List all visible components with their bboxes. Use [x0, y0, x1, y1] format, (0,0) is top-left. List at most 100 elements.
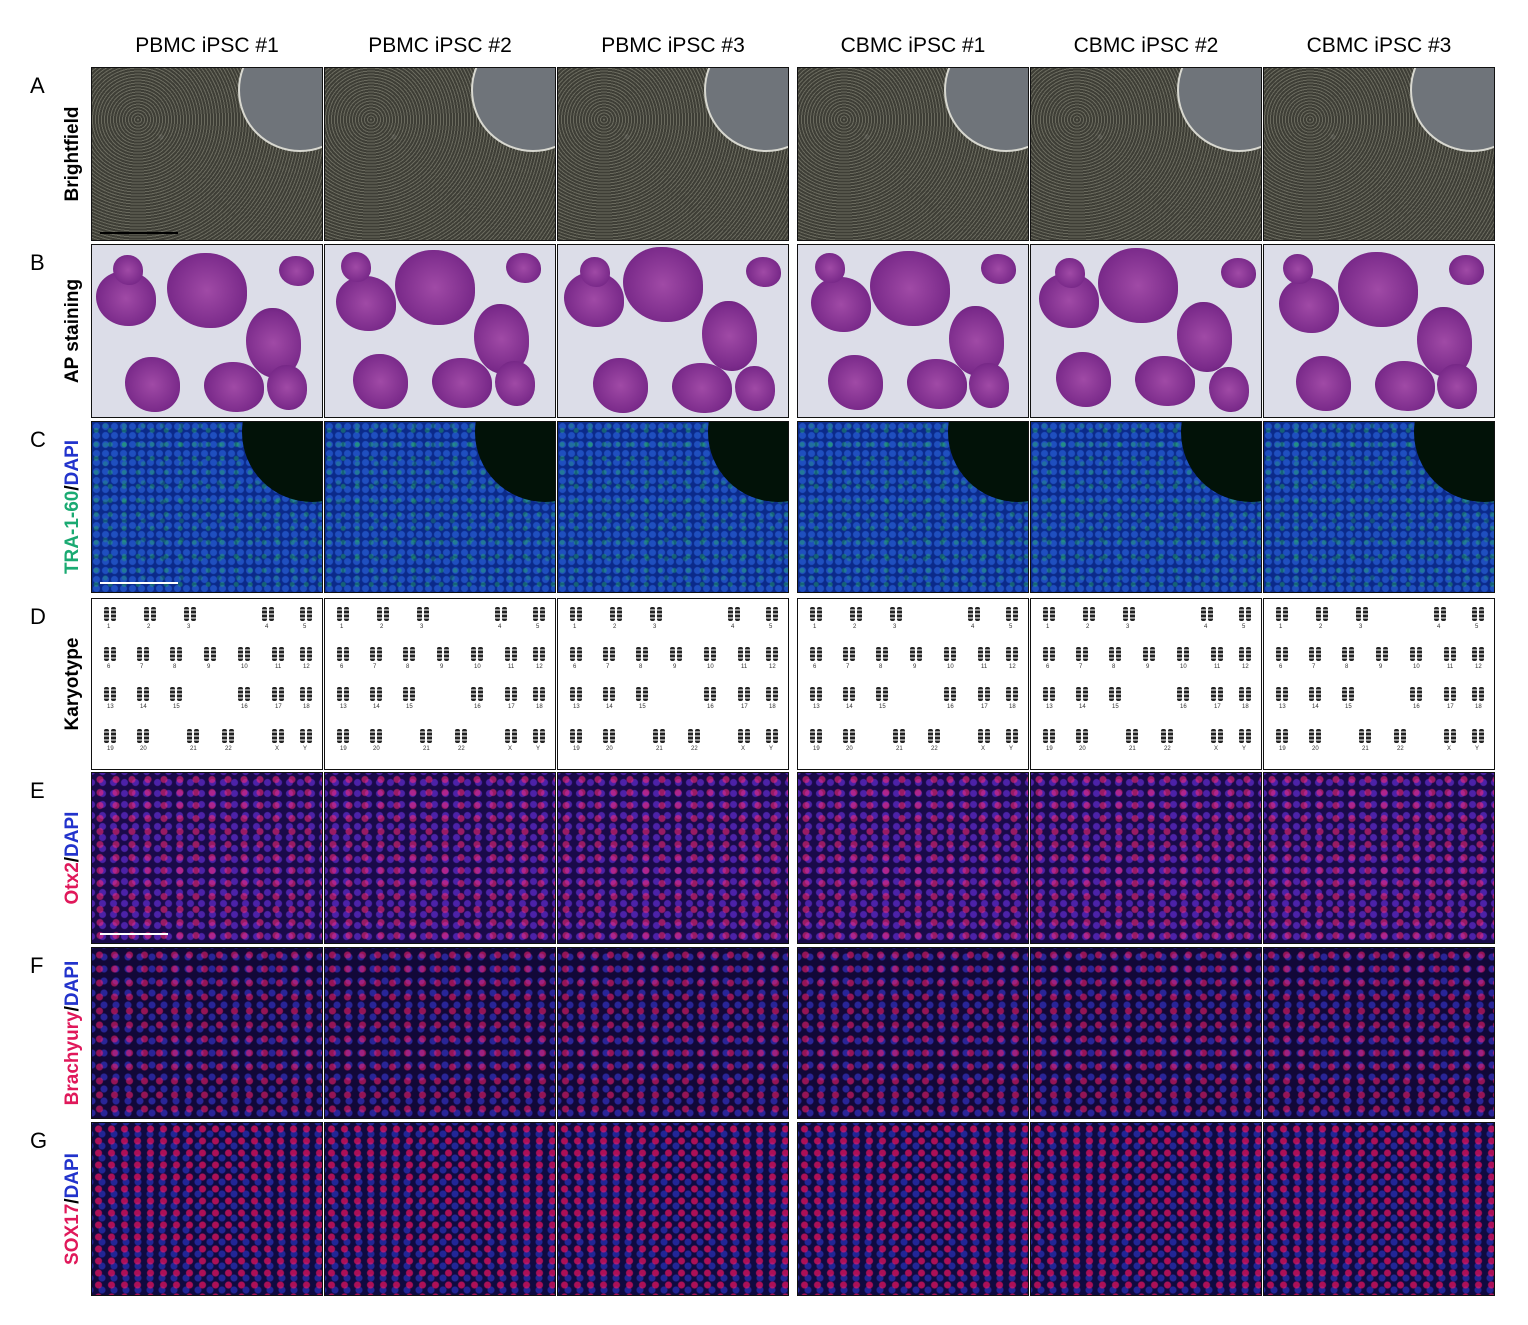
chromosome — [272, 729, 277, 743]
chromosome — [111, 647, 116, 661]
chromosome-number: 2 — [1319, 624, 1323, 630]
chromosome-number: X — [275, 746, 280, 752]
chromosome — [773, 687, 778, 701]
chromosome — [455, 729, 460, 743]
chromosome-number: 7 — [373, 664, 377, 670]
chromosome — [968, 607, 973, 621]
micrograph-panel — [91, 772, 323, 944]
chromosome-number: Y — [536, 746, 541, 752]
colony-edge — [1410, 68, 1494, 152]
chromosome — [104, 687, 109, 701]
chromosome — [272, 647, 277, 661]
chromosome — [1006, 729, 1011, 743]
chromosome-number: 17 — [981, 704, 988, 710]
chromosome — [1376, 647, 1381, 661]
chromosome — [344, 729, 349, 743]
ap-colony — [828, 355, 883, 410]
chromosome — [1342, 687, 1347, 701]
chromosome — [1006, 607, 1011, 621]
micrograph-panel — [91, 1122, 323, 1296]
chromosome-number: 10 — [707, 664, 714, 670]
chromosome — [104, 729, 109, 743]
micrograph-panel — [797, 421, 1029, 593]
column-header: CBMC iPSC #1 — [840, 34, 986, 57]
chromosome — [104, 607, 109, 621]
chromosome — [1246, 687, 1251, 701]
chromosome — [1143, 647, 1148, 661]
chromosome — [978, 687, 983, 701]
chromosome — [377, 647, 382, 661]
chromosome — [1283, 607, 1288, 621]
chromosome — [1043, 647, 1048, 661]
micrograph-panel — [91, 244, 323, 418]
chromosome — [1479, 607, 1484, 621]
chromosome — [478, 647, 483, 661]
column-header: CBMC iPSC #2 — [1073, 34, 1219, 57]
background-region — [708, 422, 788, 502]
chromosome — [883, 687, 888, 701]
chromosome — [1401, 729, 1406, 743]
chromosome — [738, 647, 743, 661]
chromosome — [279, 729, 284, 743]
chromosome-number: 18 — [769, 704, 776, 710]
chromosome — [1316, 729, 1321, 743]
chromosome — [728, 607, 733, 621]
chromosome — [144, 729, 149, 743]
chromosome — [1211, 687, 1216, 701]
chromosome-number: 2 — [1086, 624, 1090, 630]
chromosome-number: 14 — [1312, 704, 1319, 710]
chromosome-number: 11 — [508, 664, 515, 670]
ap-colony — [907, 359, 968, 410]
chromosome-number: 3 — [1126, 624, 1130, 630]
chromosome-number: 1 — [1046, 624, 1050, 630]
chromosome — [307, 687, 312, 701]
chromosome — [1043, 607, 1048, 621]
ap-colony — [702, 301, 757, 371]
chromosome — [1109, 687, 1114, 701]
chromosome — [1316, 607, 1321, 621]
chromosome — [1316, 647, 1321, 661]
chromosome-number: X — [1447, 746, 1452, 752]
chromosome — [478, 687, 483, 701]
chromosome — [111, 607, 116, 621]
chromosome-number: X — [741, 746, 746, 752]
colony-edge — [704, 68, 788, 152]
chromosome-number: 5 — [303, 624, 307, 630]
chromosome — [570, 729, 575, 743]
chromosome — [1090, 607, 1095, 621]
scale-bar — [100, 582, 178, 584]
chromosome — [738, 729, 743, 743]
chromosome — [617, 607, 622, 621]
chromosome-number: 11 — [275, 664, 282, 670]
chromosome — [444, 647, 449, 661]
chromosome — [850, 687, 855, 701]
chromosome — [540, 607, 545, 621]
chromosome-number: 5 — [769, 624, 773, 630]
chromosome-number: 4 — [1204, 624, 1208, 630]
chromosome — [843, 687, 848, 701]
chromosome — [610, 647, 615, 661]
chromosome-number: 17 — [508, 704, 515, 710]
chromosome — [670, 647, 675, 661]
chromosome — [1246, 647, 1251, 661]
chromosome-number: 12 — [303, 664, 310, 670]
ap-colony — [335, 275, 396, 331]
colony-edge — [471, 68, 555, 152]
chromosome — [1109, 647, 1114, 661]
chromosome — [1006, 647, 1011, 661]
ap-colony — [981, 253, 1017, 284]
ap-colony — [672, 362, 733, 413]
chromosome — [1472, 647, 1477, 661]
chromosome — [610, 607, 615, 621]
chromosome-number: 11 — [1447, 664, 1454, 670]
chromosome — [1472, 607, 1477, 621]
chromosome — [307, 607, 312, 621]
row-label-part: Brachyury — [62, 1011, 83, 1106]
chromosome — [111, 729, 116, 743]
ap-colony — [622, 246, 703, 322]
chromosome — [810, 687, 815, 701]
chromosome-number: 3 — [420, 624, 424, 630]
micrograph-panel — [324, 1122, 556, 1296]
chromosome — [1083, 687, 1088, 701]
micrograph-panel — [1030, 421, 1262, 593]
